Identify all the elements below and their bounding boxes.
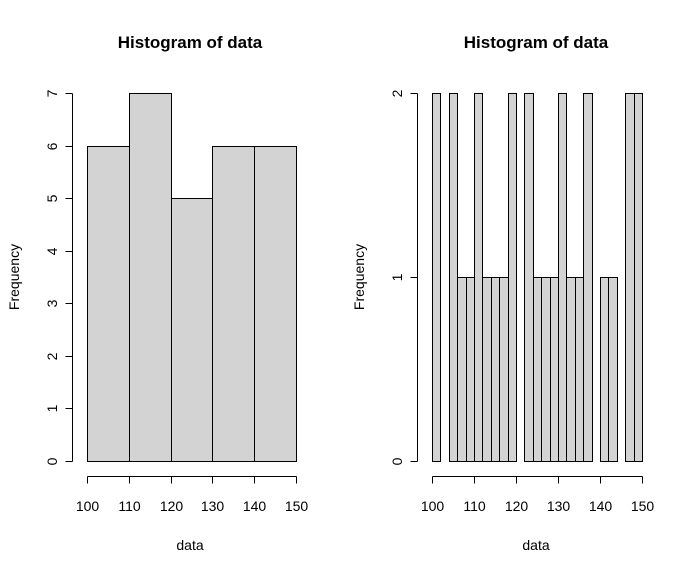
right-y-tick-label: 2 xyxy=(389,89,405,97)
left-y-tick-label: 7 xyxy=(44,89,60,97)
left-y-tick-label: 4 xyxy=(44,247,60,255)
left-y-tick-label: 3 xyxy=(44,299,60,307)
right-histogram-bar xyxy=(432,93,441,462)
right-histogram-bar xyxy=(457,277,467,462)
left-y-tick-label: 6 xyxy=(44,142,60,150)
left-histogram: Histogram of data data Frequency 100 110 1… xyxy=(6,33,308,553)
right-x-axis-label: data xyxy=(522,537,549,553)
right-x-tick-label: 100 xyxy=(421,498,445,514)
right-y-tick-label: 1 xyxy=(389,273,405,281)
left-x-tick-label: 110 xyxy=(118,498,141,514)
left-bars xyxy=(87,93,297,462)
left-histogram-bar xyxy=(87,146,130,462)
right-histogram-bar xyxy=(482,277,492,462)
right-histogram-bar xyxy=(550,277,559,462)
right-histogram-bar xyxy=(499,277,509,462)
right-x-tick-label: 150 xyxy=(631,498,655,514)
right-histogram-bar xyxy=(583,93,593,462)
right-x-tick-label: 140 xyxy=(589,498,613,514)
left-x-tick-label: 100 xyxy=(76,498,100,514)
right-histogram-bar xyxy=(466,277,475,462)
right-x-tick-label: 130 xyxy=(547,498,571,514)
right-y-tick-label: 0 xyxy=(389,457,405,465)
left-x-tick-label: 130 xyxy=(201,498,225,514)
right-histogram-bar xyxy=(508,93,517,462)
right-histogram-bar xyxy=(449,93,458,462)
right-histogram-bar xyxy=(608,277,618,462)
left-x-tick-label: 120 xyxy=(160,498,184,514)
left-x-axis: 100 110 120 130 140 150 xyxy=(76,476,309,514)
right-histogram-bar xyxy=(541,277,551,462)
right-histogram-bar xyxy=(491,277,500,462)
left-histogram-bar xyxy=(171,198,213,462)
left-x-axis-label: data xyxy=(176,537,203,553)
left-histogram-bar xyxy=(212,146,255,462)
right-histogram-bar xyxy=(474,93,483,462)
left-y-axis: 0 1 2 3 4 5 6 7 xyxy=(44,89,73,465)
left-x-tick-label: 140 xyxy=(243,498,267,514)
right-x-tick-label: 110 xyxy=(463,498,486,514)
right-histogram-bar xyxy=(575,277,584,462)
right-histogram-bar xyxy=(558,93,567,462)
left-y-tick-label: 2 xyxy=(44,352,60,360)
left-histogram-bar xyxy=(129,93,172,462)
right-chart-title: Histogram of data xyxy=(464,33,609,52)
right-histogram-bar xyxy=(634,93,643,462)
left-y-tick-label: 1 xyxy=(44,404,60,412)
left-y-tick-label: 5 xyxy=(44,194,60,202)
right-histogram-bar xyxy=(533,277,542,462)
right-histogram-bar xyxy=(600,277,609,462)
right-histogram-bar xyxy=(625,93,635,462)
right-histogram-bar xyxy=(566,277,576,462)
right-histogram-bar xyxy=(524,93,534,462)
right-x-axis: 100 110 120 130 140 150 xyxy=(421,476,655,514)
left-chart-title: Histogram of data xyxy=(118,33,263,52)
right-histogram: Histogram of data data Frequency 100 110 1… xyxy=(351,33,654,553)
right-x-tick-label: 120 xyxy=(505,498,529,514)
left-y-axis-label: Frequency xyxy=(6,244,22,310)
left-histogram-bar xyxy=(254,146,297,462)
right-y-axis-label: Frequency xyxy=(351,244,367,310)
left-y-tick-label: 0 xyxy=(44,457,60,465)
right-bars xyxy=(432,93,643,462)
right-y-axis: 0 1 2 xyxy=(389,89,418,465)
left-x-tick-label: 150 xyxy=(285,498,309,514)
